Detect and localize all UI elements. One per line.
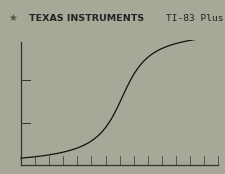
- Text: TI-83 Plus: TI-83 Plus: [166, 14, 224, 23]
- Text: ★: ★: [8, 13, 17, 23]
- Text: TEXAS INSTRUMENTS: TEXAS INSTRUMENTS: [29, 14, 144, 23]
